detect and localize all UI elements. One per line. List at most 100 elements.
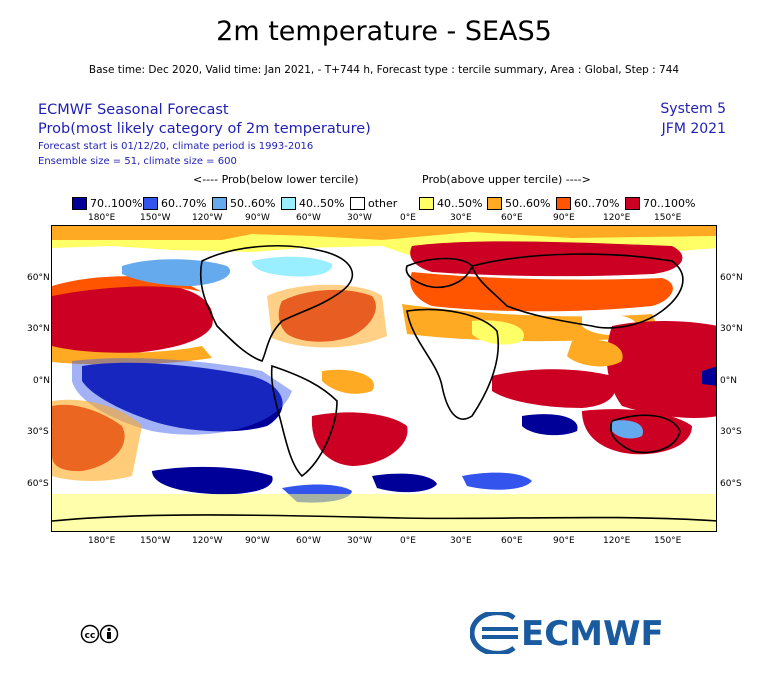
x-tick-bottom: 150°W	[140, 536, 171, 546]
x-tick-top: 30°E	[450, 213, 472, 223]
arctic-warm-band	[52, 226, 716, 240]
creative-commons-by-icon: cc	[80, 624, 120, 644]
north-atlantic-halo	[267, 284, 387, 348]
ecmwf-logo	[469, 610, 692, 656]
page-subtitle: Base time: Dec 2020, Valid time: Jan 202…	[88, 64, 680, 76]
asia-coast	[470, 253, 684, 329]
legend-item: 40..50%	[419, 195, 482, 211]
x-tick-top: 60°W	[296, 213, 321, 223]
south-america-coast	[270, 364, 338, 478]
cc-letters: cc	[85, 631, 96, 641]
legend-item: 60..70%	[556, 195, 619, 211]
legend-label: 70..100%	[643, 196, 696, 210]
alaska-cold	[122, 259, 231, 286]
southern-ocean-cold-1	[152, 466, 273, 495]
forecast-header-left: ECMWF Seasonal Forecast Prob(most likely…	[38, 101, 371, 169]
x-tick-bottom: 60°W	[296, 536, 321, 546]
australia-cold	[612, 420, 643, 439]
legend-label: 60..70%	[161, 196, 207, 210]
south-pacific-halo	[52, 399, 142, 481]
coastlines	[52, 245, 716, 522]
y-tick-right: 60°N	[720, 273, 743, 283]
europe-coast	[405, 257, 473, 288]
la-nina-cold	[82, 362, 283, 432]
x-tick-bottom: 150°E	[654, 536, 682, 546]
indian-ocean-cold	[522, 414, 578, 436]
africa-coast	[406, 308, 500, 420]
x-tick-top: 0°E	[400, 213, 416, 223]
legend-swatch	[487, 196, 502, 210]
legend-item: other	[350, 195, 397, 211]
y-tick-right: 30°N	[720, 324, 743, 334]
legend-swatch	[556, 196, 571, 210]
legend-above-caption: Prob(above upper tercile) ---->	[422, 173, 591, 186]
header-line-3: Forecast start is 01/12/20, climate peri…	[38, 141, 314, 152]
x-tick-bottom: 180°E	[88, 536, 116, 546]
legend-swatch	[625, 196, 640, 210]
forecast-map	[51, 225, 717, 532]
legend-swatch	[281, 196, 296, 210]
cc-circle	[80, 624, 100, 644]
x-tick-top: 30°W	[347, 213, 372, 223]
x-tick-bottom: 90°W	[245, 536, 270, 546]
by-body	[107, 632, 111, 639]
legend-swatch	[350, 196, 365, 210]
legend-label: 40..50%	[299, 196, 345, 210]
legend-item: 70..100%	[72, 195, 142, 211]
ecmwf-logo-text: ECMWF	[521, 614, 664, 654]
x-tick-bottom: 120°E	[603, 536, 631, 546]
australia-coast	[610, 414, 681, 454]
y-tick-left: 0°N	[33, 376, 50, 386]
x-tick-top: 150°W	[140, 213, 171, 223]
period-label: JFM 2021	[661, 121, 726, 137]
legend-item: 50..60%	[487, 195, 550, 211]
by-head	[107, 627, 111, 632]
x-tick-top: 60°E	[501, 213, 523, 223]
indian-ocean-warm	[492, 369, 616, 408]
legend-swatch	[419, 196, 434, 210]
header-line-2: Prob(most likely category of 2m temperat…	[38, 121, 371, 137]
southern-ocean-cold-4	[462, 472, 532, 490]
eurasia-orange	[410, 272, 673, 312]
cc-svg: cc	[80, 624, 119, 644]
legend-item: 60..70%	[143, 195, 206, 211]
system-label: System 5	[660, 101, 726, 117]
legend-label: 60..70%	[574, 196, 620, 210]
antarctica-coast	[52, 514, 716, 522]
north-pacific-edge	[52, 346, 212, 365]
legend-label: 50..60%	[505, 196, 551, 210]
y-tick-left: 60°S	[27, 479, 49, 489]
y-tick-left: 30°S	[27, 427, 49, 437]
forecast-header-right: System 5 JFM 2021	[660, 99, 726, 139]
legend-item: 40..50%	[281, 195, 344, 211]
southeast-asia-orange	[567, 339, 623, 367]
y-tick-left: 60°N	[27, 273, 50, 283]
legend-swatch	[212, 196, 227, 210]
brazil-orange	[322, 369, 374, 394]
southern-ocean-cold-3	[372, 473, 437, 493]
legend-swatch	[72, 196, 87, 210]
x-tick-bottom: 90°E	[553, 536, 575, 546]
legend-label: 70..100%	[90, 196, 143, 210]
eurasia-warm	[410, 241, 683, 277]
logo-bar-2	[482, 635, 518, 639]
legend-label: 50..60%	[230, 196, 276, 210]
legend-swatch	[143, 196, 158, 210]
y-tick-right: 60°S	[720, 479, 742, 489]
legend-below-caption: <---- Prob(below lower tercile)	[193, 173, 359, 186]
x-tick-bottom: 30°W	[347, 536, 372, 546]
logo-bar-1	[482, 627, 518, 631]
ecmwf-logo-mark	[469, 610, 518, 656]
y-tick-right: 30°S	[720, 427, 742, 437]
x-tick-bottom: 120°W	[192, 536, 223, 546]
x-tick-top: 90°E	[553, 213, 575, 223]
south-atlantic-warm	[311, 412, 408, 466]
legend-item: 50..60%	[212, 195, 275, 211]
x-tick-top: 120°E	[603, 213, 631, 223]
legend-label: 40..50%	[437, 196, 483, 210]
antarctic-band	[52, 494, 716, 531]
x-tick-top: 180°E	[88, 213, 116, 223]
y-tick-right: 0°N	[720, 376, 737, 386]
x-tick-bottom: 0°E	[400, 536, 416, 546]
map-svg	[52, 226, 716, 531]
